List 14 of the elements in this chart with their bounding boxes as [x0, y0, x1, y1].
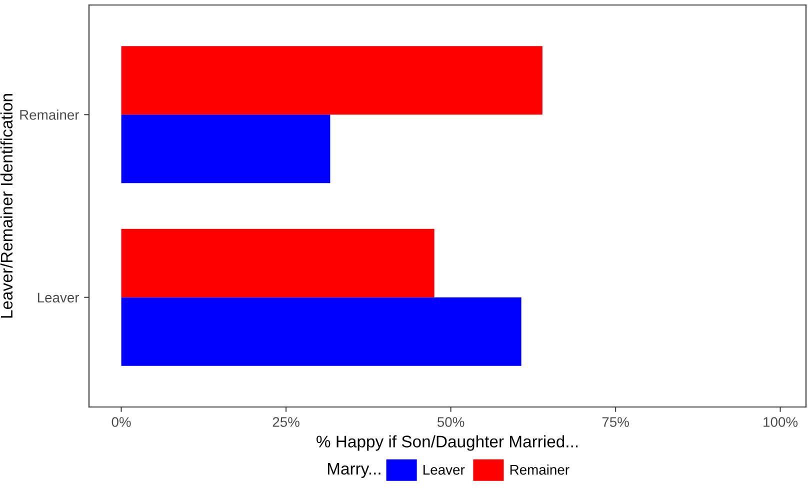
x-tick-label: 75%	[602, 417, 629, 427]
bar	[121, 114, 330, 184]
bar	[121, 228, 434, 298]
legend-title: Marry...	[328, 463, 380, 478]
legend-label: Remainer	[510, 464, 570, 475]
bar	[121, 297, 522, 366]
x-axis-title: % Happy if Son/Daughter Married...	[316, 435, 578, 451]
x-tick-label: 0%	[112, 417, 131, 427]
x-tick-label: 50%	[437, 417, 464, 427]
y-axis-title: Leaver/Remainer Identification	[0, 94, 13, 318]
x-tick-label: 25%	[272, 417, 300, 427]
legend-label: Leaver	[424, 465, 465, 475]
x-tick-label: 100%	[764, 417, 798, 427]
bar	[121, 46, 542, 115]
